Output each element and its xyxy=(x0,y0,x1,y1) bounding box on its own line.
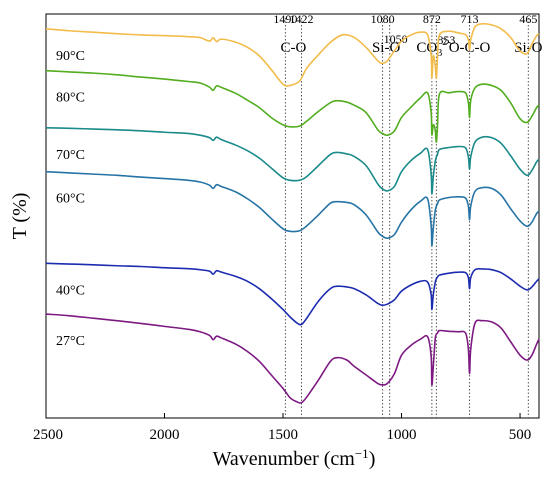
x-tick-label: 1500 xyxy=(268,427,298,443)
reference-lines xyxy=(284,18,529,418)
reference-line-label: 1422 xyxy=(290,12,314,26)
x-axis: 2500 2000 1500 1000 500 xyxy=(33,413,531,443)
reference-line-label: 713 xyxy=(461,12,479,26)
series-line xyxy=(45,313,540,404)
spectra-series xyxy=(45,22,540,404)
x-tick-label: 2000 xyxy=(150,427,180,443)
series-labels: 90°C 80°C 70°C 60°C 40°C 27°C xyxy=(56,49,85,349)
reference-line-label: 872 xyxy=(423,12,441,26)
series-label: 70°C xyxy=(56,148,85,163)
series-line xyxy=(45,262,540,326)
series-line xyxy=(45,127,540,195)
series-label: 80°C xyxy=(56,91,85,106)
reference-line-label: 1050 xyxy=(384,32,408,46)
reference-line-label: 853 xyxy=(437,33,455,47)
x-axis-title: Wavenumber (cm−1) xyxy=(213,446,376,470)
series-line xyxy=(45,69,540,143)
series-label: 27°C xyxy=(56,334,85,349)
x-tick-label: 2500 xyxy=(33,427,63,443)
x-tick-label: 1000 xyxy=(387,427,417,443)
series-line xyxy=(45,22,540,87)
reference-line-label: 465 xyxy=(519,12,537,26)
series-label: 60°C xyxy=(56,192,85,207)
band-labels: C-O Si-O CO32-O-C-O Si-O xyxy=(281,37,543,59)
y-axis-title: T (%) xyxy=(9,193,31,240)
reference-line-label: 1080 xyxy=(371,12,395,26)
series-label: 90°C xyxy=(56,49,85,64)
x-tick-label: 500 xyxy=(509,427,532,443)
series-line xyxy=(45,170,540,247)
band-label: CO32- xyxy=(416,37,450,59)
plot-frame xyxy=(45,13,540,419)
reference-line-label: 1490 xyxy=(273,12,297,26)
series-label: 40°C xyxy=(56,283,85,298)
band-label: C-O xyxy=(281,40,307,56)
